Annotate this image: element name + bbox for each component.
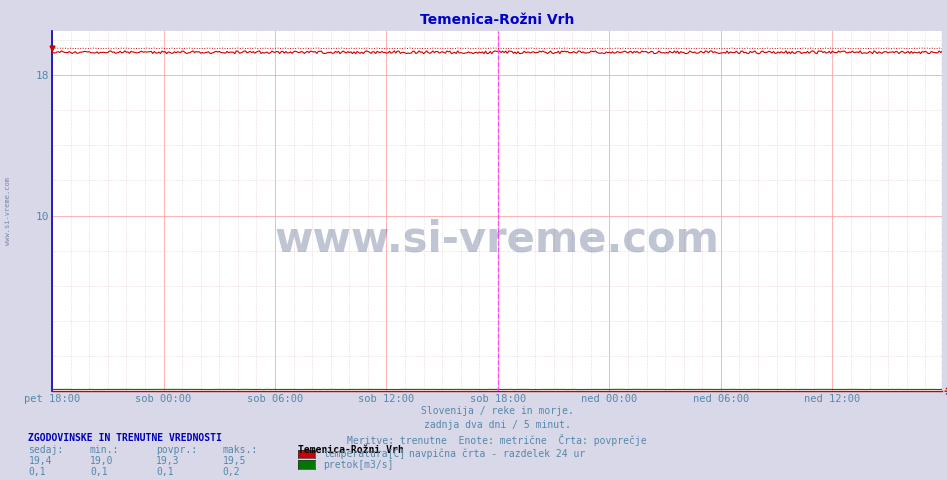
Text: navpična črta - razdelek 24 ur: navpična črta - razdelek 24 ur	[409, 449, 585, 459]
Text: povpr.:: povpr.:	[156, 445, 197, 456]
Text: 19,5: 19,5	[223, 456, 246, 466]
Text: ZGODOVINSKE IN TRENUTNE VREDNOSTI: ZGODOVINSKE IN TRENUTNE VREDNOSTI	[28, 433, 223, 443]
Text: min.:: min.:	[90, 445, 119, 456]
Text: 19,0: 19,0	[90, 456, 114, 466]
Text: zadnja dva dni / 5 minut.: zadnja dva dni / 5 minut.	[423, 420, 571, 430]
Text: www.si-vreme.com: www.si-vreme.com	[275, 219, 720, 261]
Text: Meritve: trenutne  Enote: metrične  Črta: povprečje: Meritve: trenutne Enote: metrične Črta: …	[348, 434, 647, 446]
Text: 0,1: 0,1	[90, 467, 108, 477]
Title: Temenica-Rožni Vrh: Temenica-Rožni Vrh	[420, 13, 575, 27]
Text: temperatura[C]: temperatura[C]	[323, 449, 405, 459]
Text: maks.:: maks.:	[223, 445, 258, 456]
Text: pretok[m3/s]: pretok[m3/s]	[323, 460, 393, 469]
Text: 0,2: 0,2	[223, 467, 241, 477]
Text: 19,3: 19,3	[156, 456, 180, 466]
Text: 19,4: 19,4	[28, 456, 52, 466]
Text: www.si-vreme.com: www.si-vreme.com	[5, 177, 10, 245]
Text: Temenica-Rožni Vrh: Temenica-Rožni Vrh	[298, 445, 404, 456]
Text: 0,1: 0,1	[156, 467, 174, 477]
Text: Slovenija / reke in morje.: Slovenija / reke in morje.	[420, 406, 574, 416]
Text: sedaj:: sedaj:	[28, 445, 63, 456]
Text: 0,1: 0,1	[28, 467, 46, 477]
